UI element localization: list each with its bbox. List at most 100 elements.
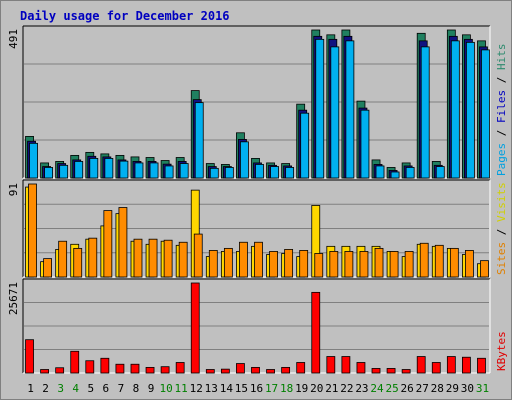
bar-kbytes-day-26 <box>401 369 411 374</box>
bar-pages-day-6 <box>104 158 114 179</box>
bar-sites-day-30 <box>465 250 474 278</box>
x-tick-label: 9 <box>148 382 155 395</box>
bar-pages-day-20 <box>315 38 325 179</box>
x-axis-day-labels: 1 2 3 4 5 6 7 8 9 10 11 12 13 14 15 16 17 18 19 20 21 22 23 24 2… <box>27 382 489 395</box>
bar-sites-day-16 <box>254 241 263 278</box>
x-tick-label: 12 <box>190 382 203 395</box>
bar-kbytes-day-22 <box>341 356 351 374</box>
bar-kbytes-day-17 <box>266 369 275 374</box>
legend-entry: / <box>495 222 508 242</box>
x-tick-label: 26 <box>401 382 414 395</box>
series-sites <box>28 183 489 278</box>
y-max-label: 91 <box>7 183 20 196</box>
bar-kbytes-day-10 <box>160 366 170 374</box>
legend-kbytes-panel: KBytes <box>495 331 508 371</box>
bar-kbytes-day-16 <box>251 366 260 374</box>
bar-pages-day-26 <box>405 167 415 179</box>
bar-kbytes-day-8 <box>130 363 140 374</box>
x-tick-label: 18 <box>280 382 293 395</box>
bar-kbytes-day-7 <box>115 363 125 374</box>
bar-sites-day-24 <box>374 247 384 278</box>
legend-entry: Files <box>495 90 508 123</box>
bar-sites-day-23 <box>359 251 369 278</box>
bar-kbytes-day-18 <box>281 366 291 374</box>
kbytes-panel: 25671 KBytes <box>7 278 508 374</box>
x-tick-label: 14 <box>220 382 234 395</box>
legend-hits-panel: Pages / Files / Hits <box>495 44 508 177</box>
bar-kbytes-day-25 <box>386 368 396 374</box>
x-tick-label: 22 <box>340 382 353 395</box>
bar-sites-day-3 <box>58 240 68 278</box>
visits-panel: 91 Sites / Visits <box>7 179 508 278</box>
bar-pages-day-27 <box>420 46 430 179</box>
bar-sites-day-19 <box>299 250 309 278</box>
bar-pages-day-28 <box>435 166 445 179</box>
x-tick-label: 25 <box>385 382 398 395</box>
legend-entry: Visits <box>495 182 508 222</box>
bar-kbytes-day-5 <box>85 360 95 374</box>
bar-sites-day-12 <box>193 233 203 278</box>
bar-sites-day-5 <box>88 237 98 278</box>
bar-kbytes-day-24 <box>371 368 381 374</box>
bar-kbytes-day-31 <box>477 357 486 374</box>
bar-pages-day-12 <box>194 102 204 179</box>
bar-kbytes-day-2 <box>40 369 49 374</box>
bar-sites-day-7 <box>118 207 128 278</box>
bar-pages-day-10 <box>164 165 174 179</box>
bar-pages-day-9 <box>149 162 159 179</box>
bar-sites-day-11 <box>178 241 188 278</box>
bar-pages-day-4 <box>74 161 84 179</box>
bar-pages-day-19 <box>300 112 310 179</box>
bar-sites-day-1 <box>28 183 37 278</box>
bar-kbytes-day-11 <box>175 362 185 374</box>
bar-kbytes-day-4 <box>70 350 80 374</box>
bar-pages-day-13 <box>209 167 219 179</box>
x-tick-label: 13 <box>205 382 218 395</box>
bar-kbytes-day-3 <box>55 367 65 374</box>
bar-pages-day-18 <box>285 167 295 179</box>
bar-pages-day-14 <box>224 167 234 179</box>
bar-pages-day-16 <box>255 164 264 179</box>
bar-kbytes-day-23 <box>356 362 366 374</box>
legend-entry: Pages <box>495 143 508 176</box>
bar-kbytes-day-21 <box>326 356 336 374</box>
x-tick-label: 7 <box>118 382 125 395</box>
x-tick-label: 30 <box>461 382 474 395</box>
bar-pages-day-11 <box>179 163 189 179</box>
bar-kbytes-day-29 <box>446 356 456 374</box>
bar-pages-day-22 <box>345 40 355 179</box>
bar-sites-day-2 <box>43 258 52 278</box>
legend-entry: Sites <box>495 242 508 275</box>
bar-pages-day-21 <box>330 46 340 179</box>
bar-pages-day-23 <box>360 109 370 179</box>
bar-kbytes-day-30 <box>462 356 471 374</box>
legend-visits-panel: Sites / Visits <box>495 182 508 275</box>
x-tick-label: 10 <box>159 382 172 395</box>
bar-sites-day-15 <box>239 241 248 278</box>
bar-sites-day-4 <box>73 247 83 278</box>
legend-entry: / <box>495 70 508 90</box>
bar-pages-day-3 <box>59 164 69 179</box>
x-tick-label: 23 <box>355 382 368 395</box>
x-tick-label: 16 <box>250 382 263 395</box>
x-tick-label: 28 <box>431 382 444 395</box>
bar-sites-day-13 <box>208 250 218 278</box>
bar-pages-day-31 <box>481 49 490 179</box>
legend-entry: Hits <box>495 44 508 71</box>
bar-pages-day-17 <box>270 166 279 179</box>
bar-pages-day-5 <box>89 158 99 179</box>
x-tick-label: 19 <box>295 382 308 395</box>
bar-sites-day-31 <box>480 260 489 278</box>
x-tick-label: 20 <box>310 382 323 395</box>
bar-kbytes-day-1 <box>25 339 34 374</box>
x-tick-label: 15 <box>235 382 248 395</box>
bar-sites-day-28 <box>434 244 444 278</box>
x-tick-label: 24 <box>370 382 384 395</box>
bar-sites-day-27 <box>419 242 429 278</box>
bar-sites-day-26 <box>404 251 414 278</box>
bar-kbytes-day-12 <box>190 282 200 374</box>
bar-kbytes-day-9 <box>145 366 155 374</box>
x-tick-label: 5 <box>87 382 94 395</box>
bar-sites-day-29 <box>449 247 459 278</box>
bar-pages-day-7 <box>119 160 129 179</box>
